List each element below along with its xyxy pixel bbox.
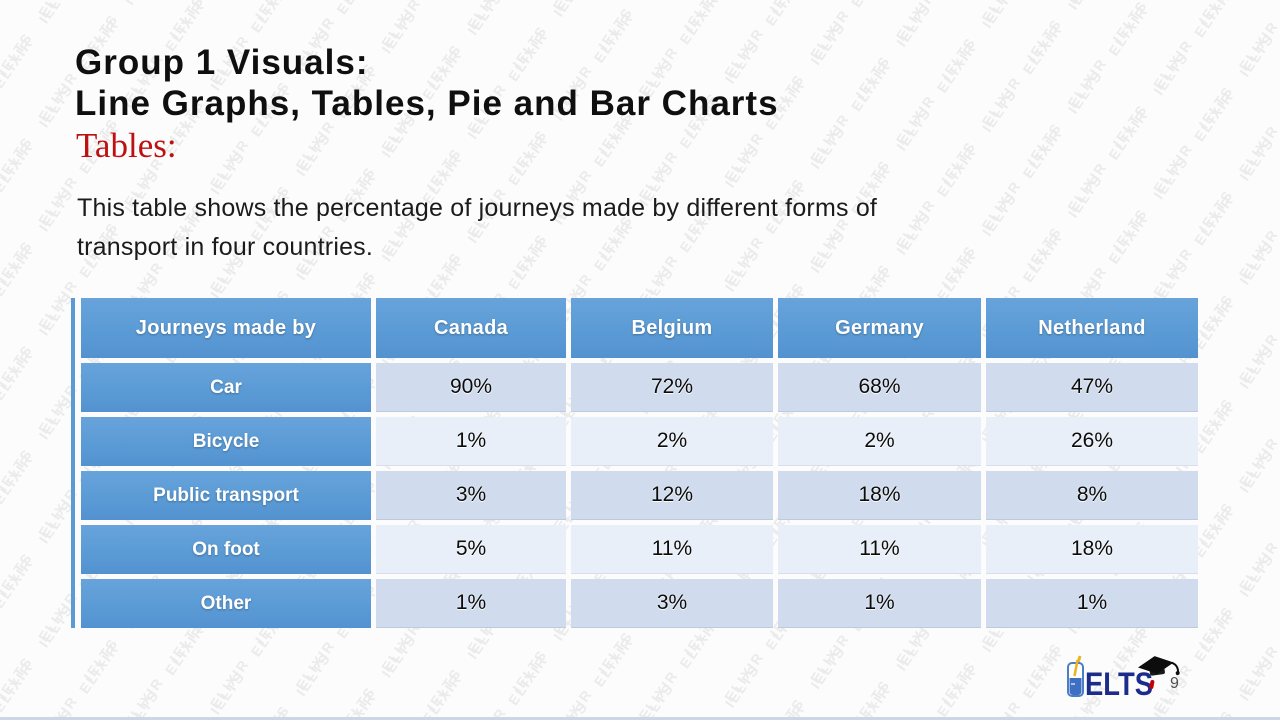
- transport-journeys-table: Journeys made by Canada Belgium Germany Neth…: [81, 298, 1198, 628]
- table-data-cell: 18%: [986, 525, 1198, 574]
- elixir-flask-icon: [1067, 655, 1084, 697]
- page-number: 9: [1170, 675, 1179, 692]
- table-data-cell: 1%: [778, 579, 981, 628]
- table-data-cell: 18%: [778, 471, 981, 520]
- slide-description: This table shows the percentage of journ…: [77, 189, 877, 267]
- row-label-cell: Other: [81, 579, 371, 628]
- description-line2: transport in four countries.: [77, 233, 374, 261]
- logo-red-accent: [1149, 680, 1155, 689]
- table-header-cell: Germany: [778, 298, 981, 358]
- slide-title: Group 1 Visuals: Line Graphs, Tables, Pi…: [75, 42, 779, 124]
- graduation-cap-icon: [1138, 656, 1180, 676]
- table-data-cell: 1%: [376, 417, 566, 466]
- table-header-cell: Journeys made by: [81, 298, 371, 358]
- table-left-border: [71, 298, 75, 628]
- bottom-divider: [0, 717, 1280, 720]
- table-data-cell: 90%: [376, 363, 566, 412]
- table-data-cell: 12%: [571, 471, 773, 520]
- ielts-elixir-logo: ELTS: [1067, 655, 1180, 702]
- table-data-cell: 2%: [778, 417, 981, 466]
- table-data-cell: 11%: [778, 525, 981, 574]
- description-line1: This table shows the percentage of journ…: [77, 194, 878, 222]
- table-data-cell: 1%: [986, 579, 1198, 628]
- table-data-cell: 5%: [376, 525, 566, 574]
- slide-subtitle: Tables:: [76, 126, 177, 165]
- table-header-cell: Netherland: [986, 298, 1198, 358]
- slide-title-line1: Group 1 Visuals:: [75, 43, 369, 82]
- table-data-cell: 1%: [376, 579, 566, 628]
- row-label-cell: On foot: [81, 525, 371, 574]
- table-data-cell: 3%: [376, 471, 566, 520]
- table-data-cell: 72%: [571, 363, 773, 412]
- table-header-cell: Belgium: [571, 298, 773, 358]
- table-data-cell: 3%: [571, 579, 773, 628]
- table-data-cell: 68%: [778, 363, 981, 412]
- row-label-cell: Bicycle: [81, 417, 371, 466]
- table-data-cell: 2%: [571, 417, 773, 466]
- table-data-cell: 26%: [986, 417, 1198, 466]
- table-data-cell: 8%: [986, 471, 1198, 520]
- logo-text: ELTS: [1085, 666, 1153, 702]
- row-label-cell: Car: [81, 363, 371, 412]
- table-data-cell: 11%: [571, 525, 773, 574]
- slide-title-line2: Line Graphs, Tables, Pie and Bar Charts: [75, 84, 779, 123]
- row-label-cell: Public transport: [81, 471, 371, 520]
- table-data-cell: 47%: [986, 363, 1198, 412]
- table-header-cell: Canada: [376, 298, 566, 358]
